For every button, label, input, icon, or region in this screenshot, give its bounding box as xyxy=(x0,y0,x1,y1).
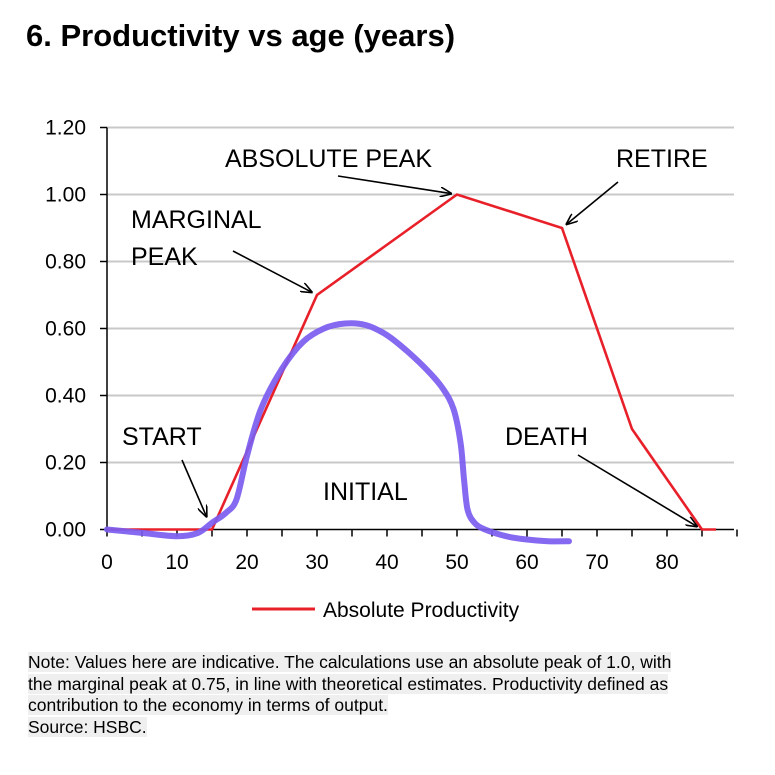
y-tick-label: 1.20 xyxy=(45,117,86,140)
note-line-4: Source: HSBC. xyxy=(28,716,147,737)
series-line-absolute-productivity xyxy=(107,193,716,531)
axes xyxy=(100,126,738,537)
annotation-retire: RETIRE xyxy=(616,145,708,173)
note-line-2: the marginal peak at 0.75, in line with … xyxy=(28,673,669,694)
productivity-chart: 0.00 0.20 0.40 0.60 0.80 1.00 1.20 0 10 20 30 40 50… xyxy=(45,117,738,622)
note-line-1: Note: Values here are indicative. The ca… xyxy=(28,652,672,672)
y-tick-label: 0.60 xyxy=(45,318,86,341)
hand-drawn-initial-curve xyxy=(104,320,572,545)
annotation-marginal-peak-line2: PEAK xyxy=(131,243,198,271)
annotations: ABSOLUTE PEAK RETIRE MARGINAL PEAK START DEAT… xyxy=(122,145,708,526)
y-tick-label: 0.40 xyxy=(45,385,86,408)
x-tick-label: 60 xyxy=(515,551,538,574)
annotation-start: START xyxy=(122,423,202,451)
annotation-absolute-peak: ABSOLUTE PEAK xyxy=(225,145,432,173)
x-tick-label: 40 xyxy=(375,551,398,574)
chart-title: 6. Productivity vs age (years) xyxy=(26,18,456,53)
legend: Absolute Productivity xyxy=(252,599,520,622)
x-tick-label: 30 xyxy=(305,551,328,574)
annotation-marginal-peak-line1: MARGINAL xyxy=(131,206,262,234)
annotation-death: DEATH xyxy=(505,423,588,451)
x-tick-label: 80 xyxy=(655,551,678,574)
y-tick-label: 1.00 xyxy=(45,184,86,207)
arrow-start xyxy=(181,459,207,517)
x-tick-label: 20 xyxy=(235,551,258,574)
x-tick-label: 0 xyxy=(101,551,113,574)
y-tick-label: 0.00 xyxy=(45,519,86,542)
x-tick-label: 10 xyxy=(165,551,188,574)
arrow-death xyxy=(577,454,697,526)
y-tick-label: 0.20 xyxy=(45,452,86,475)
y-tick-label: 0.80 xyxy=(45,251,86,274)
arrow-absolute-peak xyxy=(337,175,451,194)
hand-drawn-layer xyxy=(104,320,572,545)
arrow-retire xyxy=(567,181,619,224)
chart-note: Note: Values here are indicative. The ca… xyxy=(28,652,768,738)
x-tick-label: 70 xyxy=(585,551,608,574)
arrow-marginal-peak xyxy=(232,250,312,292)
x-tick-labels: 0 10 20 30 40 50 60 70 80 xyxy=(101,551,679,574)
annotation-initial: INITIAL xyxy=(323,478,408,506)
series-layer xyxy=(107,193,716,531)
note-line-3: contribution to the economy in terms of … xyxy=(28,695,388,715)
x-tick-label: 50 xyxy=(445,551,468,574)
gridlines xyxy=(107,126,734,464)
y-tick-labels: 0.00 0.20 0.40 0.60 0.80 1.00 1.20 xyxy=(45,117,86,542)
legend-label: Absolute Productivity xyxy=(323,599,520,622)
